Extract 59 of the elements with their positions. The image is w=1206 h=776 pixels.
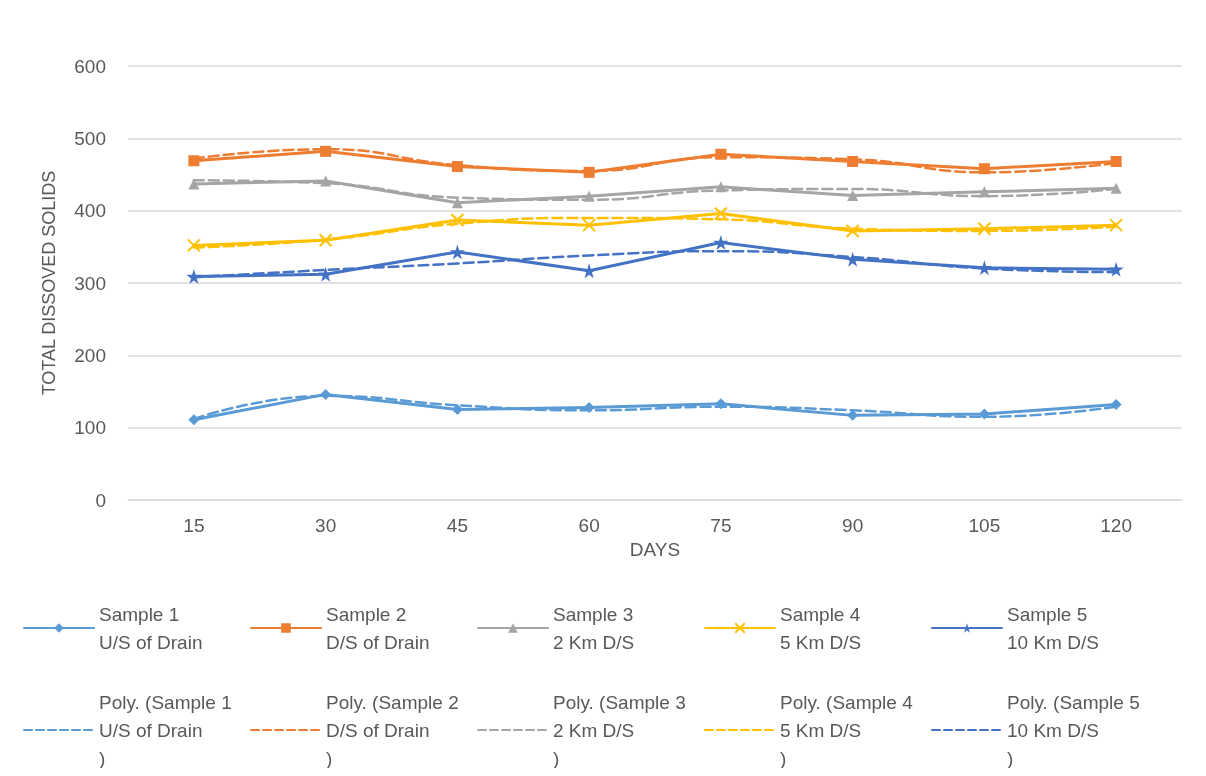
point [978,163,990,175]
x-tick-label: 15 [183,515,205,536]
legend-label: Poly. (Sample 5 10 Km D/S ) [1007,691,1140,769]
legend-label: Poly. (Sample 2 D/S of Drain ) [326,691,459,769]
point [715,181,727,193]
point [320,175,332,187]
y-tick-label: 0 [95,489,106,511]
point [847,189,859,201]
x-tick-label: 30 [315,515,337,536]
legend-label: Sample 2 D/S of Drain [326,603,430,653]
legend-label: Poly. (Sample 3 2 Km D/S ) [553,691,686,769]
legend-label: Poly. (Sample 1 U/S of Drain ) [99,691,232,769]
point [583,166,595,178]
point [449,244,465,260]
point [1110,155,1122,167]
y-tick-label: 100 [74,417,106,439]
point [1108,261,1124,277]
legend-label: Poly. (Sample 4 5 Km D/S ) [780,691,914,769]
point [713,206,728,221]
point [582,218,597,233]
point [320,388,332,400]
point [845,223,860,238]
y-axis-title: TOTAL DISSOVED SOLIDS [39,170,59,396]
point [451,404,463,416]
x-tick-label: 105 [968,515,1001,536]
point [450,213,465,228]
legend-label: Sample 1 U/S of Drain [99,603,203,653]
point [715,398,727,410]
point [188,414,200,426]
legend-label: Sample 4 5 Km D/S [780,603,862,653]
x-tick-label: 120 [1100,515,1132,536]
x-axis-title: DAYS [629,538,681,560]
point [977,221,992,236]
point [451,161,463,173]
y-tick-label: 600 [74,55,106,77]
point [1110,399,1122,411]
y-tick-label: 400 [74,200,106,222]
x-tick-label: 75 [710,515,732,536]
legend-label: Sample 5 10 Km D/S [1007,603,1099,653]
x-tick-label: 60 [578,515,600,536]
point [1109,218,1124,233]
point [186,238,201,253]
point [713,234,729,250]
point [188,155,200,167]
y-tick-label: 500 [74,127,106,149]
point [318,233,333,248]
x-tick-label: 90 [842,515,864,536]
point [320,145,332,157]
point [583,190,595,202]
point [978,186,990,198]
point [847,155,859,167]
point [715,148,727,160]
point [1110,182,1122,194]
y-tick-label: 300 [74,272,106,294]
y-tick-label: 200 [74,344,106,366]
legend-label: Sample 3 2 Km D/S [553,603,635,653]
point [188,178,200,190]
point [186,268,202,284]
x-tick-label: 45 [446,515,468,536]
